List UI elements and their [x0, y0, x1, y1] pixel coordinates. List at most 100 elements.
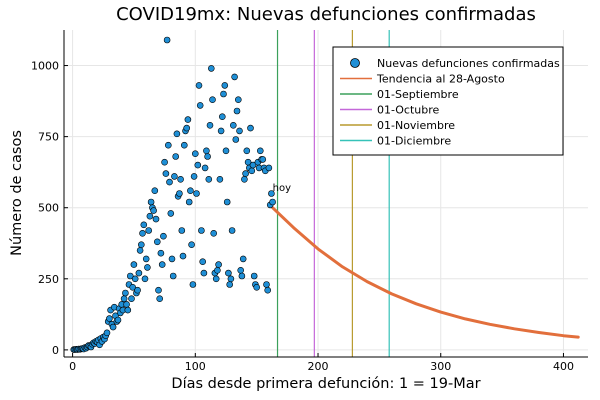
data-point	[216, 176, 224, 183]
data-point	[209, 96, 216, 103]
data-point	[188, 241, 195, 248]
axes	[63, 30, 588, 358]
data-point	[248, 167, 256, 175]
data-point	[269, 198, 276, 206]
data-point	[144, 264, 151, 271]
data-point	[201, 164, 209, 172]
data-point	[214, 266, 221, 274]
data-point	[142, 255, 150, 263]
y-tick-label: 1000	[31, 60, 59, 73]
data-point	[163, 36, 171, 44]
data-point	[122, 289, 129, 297]
data-point	[181, 141, 188, 149]
data-point	[139, 230, 146, 237]
data-point	[146, 212, 154, 220]
data-point	[129, 283, 136, 291]
data-point	[147, 198, 155, 206]
data-point	[185, 198, 193, 206]
data-point	[220, 90, 227, 98]
legend-box	[332, 46, 564, 156]
data-point	[160, 232, 167, 240]
data-point	[203, 147, 210, 155]
data-point	[264, 286, 272, 294]
data-point	[140, 221, 148, 229]
y-tick-label: 500	[38, 202, 59, 215]
data-point	[227, 275, 235, 283]
data-point	[123, 301, 130, 308]
data-point	[200, 269, 208, 277]
data-point	[145, 227, 152, 234]
x-tick-label: 300	[430, 360, 451, 373]
data-point	[256, 147, 264, 155]
data-point	[169, 272, 177, 280]
legend: Nuevas defunciones confirmadas Tendencia …	[332, 46, 564, 156]
data-point	[165, 141, 172, 149]
data-point	[173, 130, 181, 138]
data-point	[127, 272, 134, 280]
legend-label: 01-Diciembre	[377, 135, 451, 148]
data-point	[195, 82, 203, 89]
legend-label: 01-Octubre	[377, 104, 440, 117]
x-axis-label: Días desde primera defunción: 1 = 19-Mar	[171, 376, 480, 392]
data-point	[228, 227, 236, 234]
data-point	[206, 122, 214, 129]
data-point	[128, 295, 135, 303]
data-point	[157, 249, 165, 257]
data-point	[233, 107, 241, 115]
data-point	[219, 113, 226, 120]
data-point	[196, 102, 204, 109]
data-point	[179, 252, 187, 260]
data-point	[253, 283, 261, 291]
data-point	[223, 198, 231, 206]
data-point	[222, 147, 230, 155]
data-point	[168, 255, 176, 263]
data-point	[192, 150, 199, 157]
data-point	[150, 207, 157, 214]
data-point	[232, 136, 240, 143]
data-point	[239, 255, 247, 263]
y-tick-label: 250	[38, 273, 59, 286]
trend-line	[271, 206, 580, 339]
data-point	[212, 275, 220, 283]
data-point	[135, 269, 143, 277]
data-point	[265, 164, 273, 172]
data-point	[120, 295, 128, 303]
data-point	[183, 124, 190, 132]
data-point	[177, 176, 184, 183]
legend-marker-scatter	[350, 58, 360, 68]
scatter-series	[70, 36, 276, 353]
trend-series	[271, 206, 580, 339]
data-point	[156, 295, 163, 303]
data-point	[130, 261, 138, 268]
data-point	[114, 316, 122, 324]
x-tick-label: 200	[308, 360, 329, 373]
data-point	[106, 315, 113, 322]
data-point	[158, 261, 166, 268]
data-point	[136, 247, 144, 254]
data-point	[193, 190, 200, 197]
data-point	[161, 158, 168, 166]
data-point	[184, 116, 192, 123]
legend-label: Tendencia al 28-Agosto	[376, 73, 505, 86]
data-point	[221, 82, 229, 89]
data-point	[205, 176, 213, 183]
data-point	[243, 147, 251, 155]
data-point	[247, 124, 254, 132]
legend-label: 01-Noviembre	[377, 119, 455, 132]
data-point	[225, 269, 232, 277]
data-point	[198, 227, 205, 234]
annotation-hoy: hoy	[273, 183, 291, 194]
data-point	[204, 153, 211, 160]
data-point	[259, 156, 267, 163]
legend-label: 01-Septiembre	[377, 88, 459, 101]
data-point	[208, 65, 215, 72]
data-point	[166, 178, 173, 186]
data-point	[230, 122, 237, 129]
data-point	[268, 190, 275, 197]
data-point	[194, 161, 202, 169]
data-point	[109, 323, 117, 331]
data-point	[215, 261, 222, 268]
x-tick-label: 400	[553, 360, 574, 373]
data-point	[176, 190, 183, 197]
